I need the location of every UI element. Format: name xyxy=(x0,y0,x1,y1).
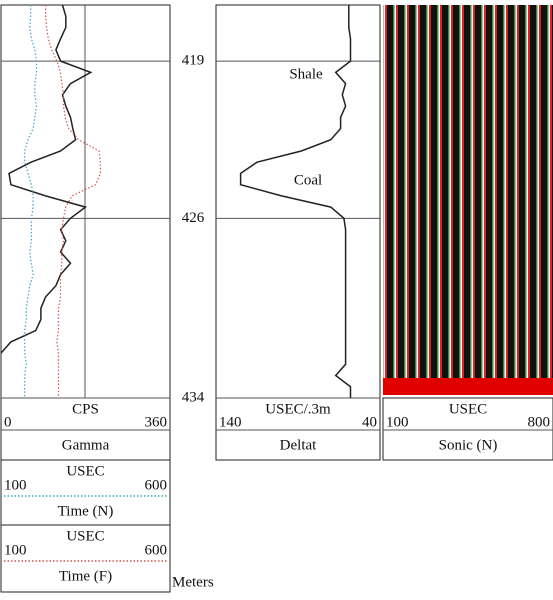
curve-name: Time (N) xyxy=(58,503,114,519)
curve-name: Sonic (N) xyxy=(439,437,498,453)
range-min: 100 xyxy=(4,477,27,493)
range-max: 600 xyxy=(145,477,168,493)
depth-tick-label: 426 xyxy=(182,210,205,226)
depth-tick-label: 434 xyxy=(182,389,205,405)
curve-unit: USEC xyxy=(66,463,104,479)
range-min: 100 xyxy=(4,542,27,558)
log-curve xyxy=(24,5,38,398)
log-curve xyxy=(239,5,352,398)
sonic-bar xyxy=(383,378,553,395)
sonic-header xyxy=(382,397,553,461)
curve-unit: USEC xyxy=(449,401,487,417)
range-min: 0 xyxy=(4,414,12,430)
deltat-track xyxy=(215,4,381,399)
sonic-waveform xyxy=(383,5,553,378)
range-max: 800 xyxy=(528,414,551,430)
annotation: Coal xyxy=(294,172,322,188)
time-f-header xyxy=(0,524,171,593)
depth-label: Meters xyxy=(172,574,214,590)
range-max: 600 xyxy=(145,542,168,558)
curve-name: Deltat xyxy=(280,437,317,453)
range-min: 140 xyxy=(219,414,242,430)
log-curve xyxy=(0,4,93,354)
log-curve xyxy=(45,5,101,398)
range-max: 40 xyxy=(362,414,377,430)
annotation: Shale xyxy=(289,66,323,82)
curve-unit: USEC xyxy=(66,528,104,544)
range-min: 100 xyxy=(386,414,409,430)
depth-tick-label: 419 xyxy=(182,53,205,69)
curve-name: Time (F) xyxy=(59,568,112,584)
range-max: 360 xyxy=(145,414,168,430)
curve-name: Gamma xyxy=(62,437,110,453)
curve-unit: USEC/.3m xyxy=(265,401,331,417)
curve-unit: CPS xyxy=(72,401,99,417)
